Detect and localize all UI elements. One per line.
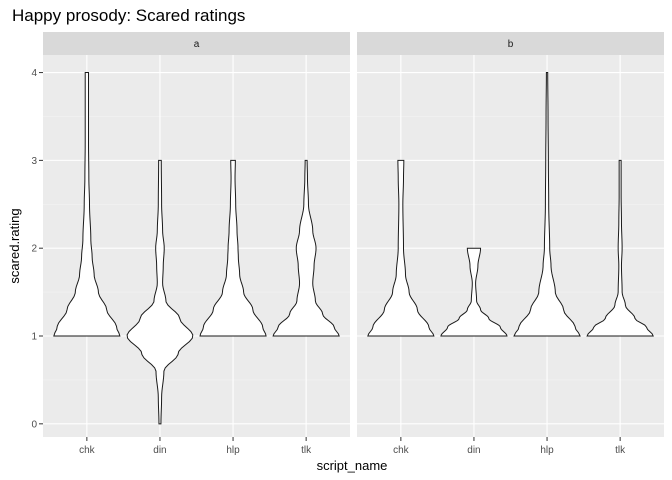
- y-tick-label: 3: [31, 156, 37, 167]
- violin-a-tlk: [272, 159, 340, 337]
- violin-b-tlk: [586, 159, 654, 337]
- x-tick-label: chk: [393, 445, 410, 456]
- x-tick-label: hlp: [540, 445, 554, 456]
- x-tick-label: tlk: [301, 445, 312, 456]
- facet-strip: [43, 32, 350, 55]
- facet-panel-a: a chk din hlp tlk 0 1 2 3 4: [31, 32, 350, 456]
- x-tick-label: din: [467, 445, 480, 456]
- violin-a-chk: [53, 72, 121, 337]
- x-tick-label: chk: [79, 445, 96, 456]
- x-tick-label: tlk: [615, 445, 626, 456]
- x-axis-title: script_name: [317, 458, 388, 473]
- violin-a-din: [126, 159, 194, 425]
- chart-title: Happy prosody: Scared ratings: [12, 6, 245, 25]
- y-axis-title: scared.rating: [7, 208, 22, 283]
- facet-strip-label: a: [194, 39, 200, 50]
- facet-strip-label: b: [508, 39, 514, 50]
- y-tick-label: 2: [31, 244, 37, 255]
- y-tick-label: 0: [31, 419, 37, 430]
- x-tick-label: hlp: [226, 445, 240, 456]
- y-tick-label: 4: [31, 68, 37, 79]
- facets-layer: a chk din hlp tlk 0 1 2 3 4 b chk din hlp tlk: [31, 32, 664, 456]
- violin-b-chk: [367, 159, 435, 337]
- x-tick-label: din: [153, 445, 166, 456]
- panel-background: [357, 55, 664, 437]
- violin-b-hlp: [513, 72, 581, 337]
- violin-b-din: [440, 247, 508, 337]
- violin-a-hlp: [199, 159, 267, 337]
- facet-strip: [357, 32, 664, 55]
- facet-panel-b: b chk din hlp tlk: [357, 32, 664, 456]
- y-tick-label: 1: [31, 332, 37, 343]
